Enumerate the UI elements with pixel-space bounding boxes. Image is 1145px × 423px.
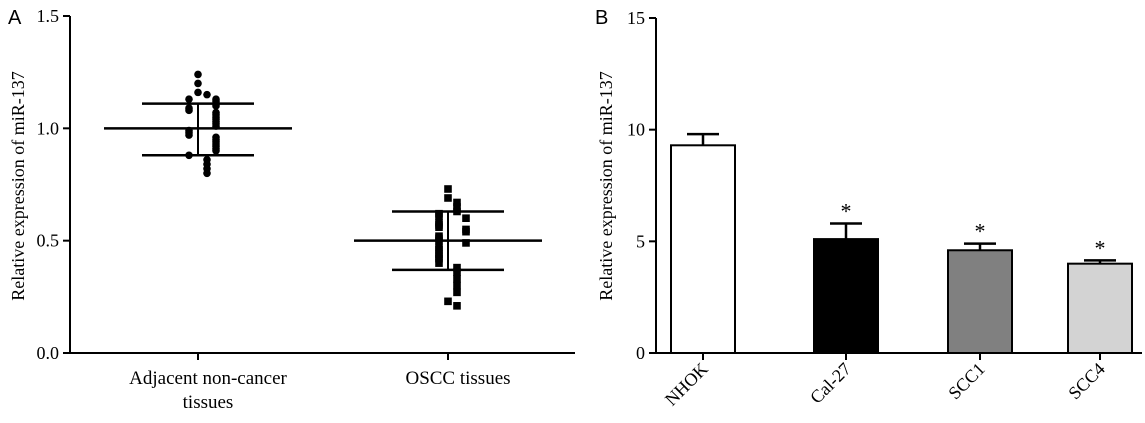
panel-a-point-circle: [185, 131, 193, 139]
panel-b-axes: [649, 17, 1142, 360]
panel-a-category-label: tissues: [183, 392, 234, 413]
panel-b-category-label: SCC4: [1064, 359, 1109, 404]
panel-a-y-tick-label: 0.5: [37, 231, 60, 251]
panel-a-y-tick-label: 1.0: [37, 118, 60, 138]
panel-b-y-tick-label: 0: [636, 343, 645, 363]
panel-a-y-axis-label: Relative expression of miR-137: [8, 71, 28, 300]
panel-b-bar: [670, 144, 736, 354]
panel-a-point-circle: [194, 70, 202, 79]
panel-b-category-label: SCC1: [944, 359, 989, 404]
panel-a-category-labels: Adjacent non-cancer tissues OSCC tissues: [129, 368, 510, 413]
panel-a-point-square: [462, 239, 470, 247]
panel-a-category-label: Adjacent non-cancer: [129, 368, 287, 389]
panel-a-point-square: [435, 223, 443, 231]
panel-b-y-axis-label: Relative expression of miR-137: [596, 71, 616, 300]
panel-b-bar: [947, 249, 1013, 354]
panel-b-y-tick-label: 10: [627, 120, 645, 140]
panel-a-letter: A: [8, 7, 22, 29]
panel-a-mean-sd-bars: [104, 102, 542, 272]
panel-b-significance-asterisk: *: [1095, 235, 1106, 260]
panel-b-bar: [813, 238, 879, 355]
panel-b-significance-asterisk: *: [841, 198, 852, 223]
panel-a-point-square: [435, 212, 443, 220]
panel-b-significance-marks: * * *: [841, 198, 1106, 260]
panel-a-category-label: OSCC tissues: [405, 368, 510, 389]
panel-b-category-label: NHOK: [661, 359, 712, 410]
panel-a-point-square: [453, 281, 461, 290]
panel-a-point-circle: [194, 79, 202, 88]
panel-a-point-square: [453, 198, 461, 207]
panel-a-point-square: [453, 275, 461, 283]
panel-b-category-label: Cal-27: [806, 359, 855, 408]
panel-a-point-circle: [203, 90, 211, 99]
panel-a-point-circle: [185, 106, 193, 115]
panel-a-point-circle: [212, 147, 220, 155]
panel-a-point-square: [453, 268, 461, 276]
panel-b-bar: [1067, 262, 1133, 354]
panel-a-point-square: [435, 259, 443, 267]
panel-a-tick-labels: 0.0 0.5 1.0 1.5: [37, 6, 60, 363]
panel-a-point-square: [453, 203, 461, 211]
panel-b-y-tick-label: 15: [627, 8, 645, 28]
panel-b-error-bars: [687, 132, 1116, 264]
panel-b-bars: [670, 144, 1133, 355]
panel-a-point-square: [435, 245, 443, 254]
panel-a-point-circle: [185, 95, 193, 103]
panel-b-category-labels: NHOK Cal-27 SCC1 SCC4: [661, 359, 1109, 410]
panel-a-y-tick-label: 0.0: [37, 343, 60, 363]
panel-a-point-square: [453, 288, 461, 297]
panel-a-point-square: [435, 254, 443, 263]
panel-a-point-square: [444, 194, 452, 202]
panel-a-y-tick-label: 1.5: [37, 6, 60, 26]
panel-a-axes: [63, 15, 575, 360]
panel-a-data-points: [185, 70, 470, 310]
panel-b-letter: B: [595, 7, 608, 29]
panel-a-point-square: [453, 302, 461, 310]
panel-b-y-tick-label: 5: [636, 231, 645, 251]
panel-a-point-square: [444, 297, 452, 306]
panel-a: A Relative expression of miR-137 0.0 0.5 1…: [8, 6, 575, 413]
panel-a-point-square: [462, 214, 470, 222]
panel-a-point-square: [462, 227, 470, 236]
panel-a-point-circle: [203, 169, 211, 178]
panel-b-tick-labels: 0 5 10 15: [627, 8, 645, 363]
panel-a-point-circle: [194, 88, 202, 97]
panel-b: B Relative expression of miR-137 051015 …: [595, 7, 1142, 410]
panel-a-point-square: [444, 185, 452, 193]
panel-a-point-square: [453, 263, 461, 272]
panel-b-significance-asterisk: *: [975, 219, 986, 244]
